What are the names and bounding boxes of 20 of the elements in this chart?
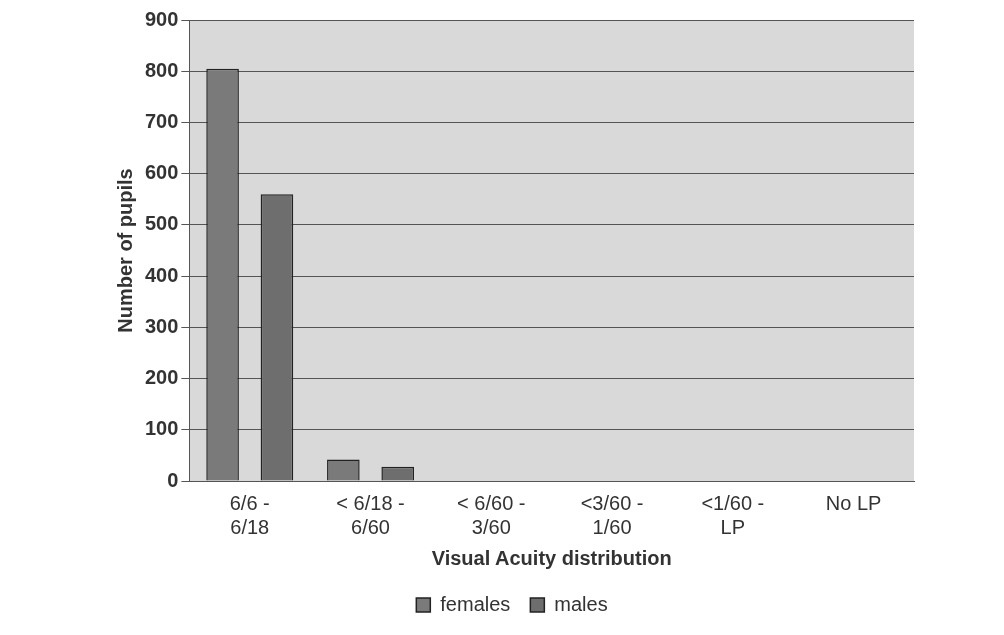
y-tick-label: 700 — [144, 109, 179, 132]
y-tick-label: 400 — [144, 263, 179, 286]
y-tick-label: 900 — [144, 7, 179, 30]
x-axis-title: Visual Acuity distribution — [431, 546, 672, 569]
y-tick-label: 800 — [144, 58, 179, 81]
y-tick-label: 300 — [144, 314, 179, 337]
y-tick-label: 200 — [144, 366, 179, 389]
x-tick-label: <3/60 - 1/60 — [580, 491, 644, 538]
x-tick-label: < 6/60 - 3/60 — [457, 491, 526, 538]
y-tick-label: 100 — [144, 417, 179, 440]
y-tick-label: 600 — [144, 161, 179, 184]
x-tick-label: No LP — [825, 491, 882, 514]
legend-label: males — [554, 592, 608, 615]
legend-label: females — [440, 592, 511, 615]
y-axis-title: Number of pupils — [113, 168, 136, 333]
x-tick-label: < 6/18 - 6/60 — [336, 491, 405, 538]
x-tick-label: <1/60 - LP — [701, 491, 765, 538]
y-tick-label: 0 — [167, 468, 179, 491]
x-tick-label: 6/6 - 6/18 — [229, 491, 270, 538]
y-tick-label: 500 — [144, 212, 179, 235]
